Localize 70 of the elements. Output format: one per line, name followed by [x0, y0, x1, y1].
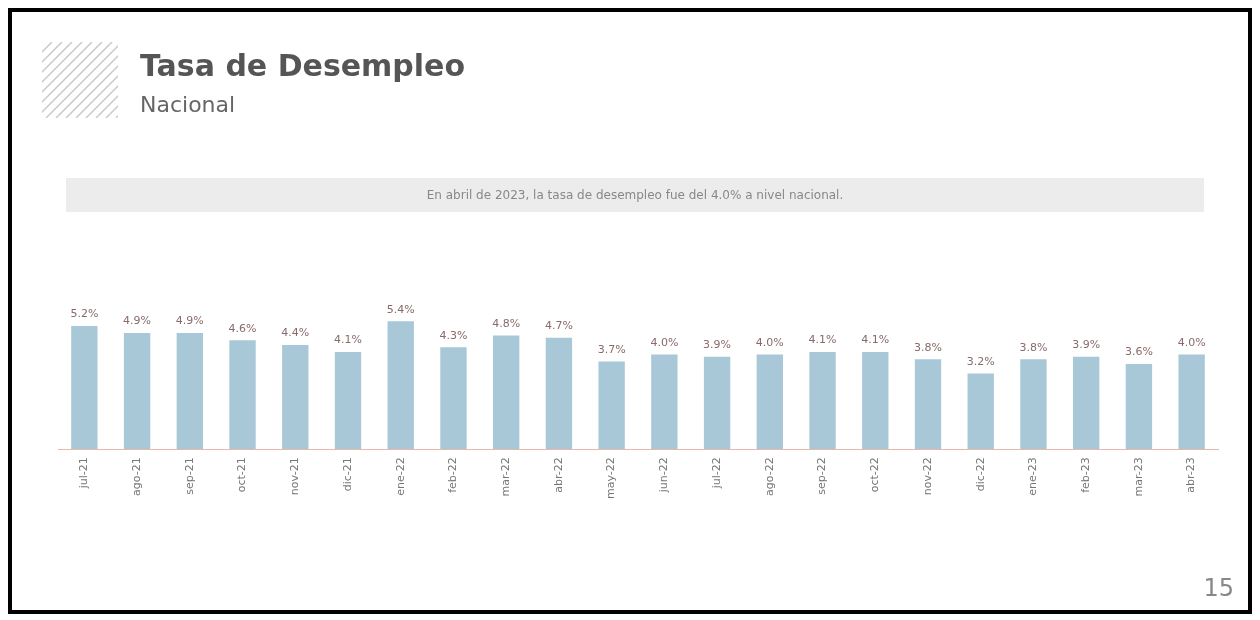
chart-subtitle: Nacional	[140, 92, 236, 117]
x-tick-label: ago-21	[129, 457, 143, 496]
data-label: 3.9%	[1072, 338, 1101, 352]
bar	[862, 352, 889, 450]
bar	[176, 333, 203, 450]
x-tick-label: mar-22	[499, 457, 513, 497]
bar	[440, 347, 467, 450]
data-label: 4.6%	[228, 321, 257, 335]
text: En abril de 2023, la tasa de desempleo fue del 4.0% a nivel nacional.	[66, 178, 1204, 212]
bar	[123, 333, 151, 450]
data-label: 4.0%	[650, 335, 679, 349]
data-label: 5.4%	[386, 302, 415, 316]
chart-title: Tasa de Desempleo	[140, 48, 466, 83]
x-tick-label: oct-22	[868, 457, 882, 493]
x-tick-label: ene-22	[393, 457, 407, 496]
x-tick-label: feb-22	[446, 457, 460, 493]
bar	[387, 321, 414, 450]
bar	[703, 356, 731, 450]
x-tick-label: jun-22	[657, 457, 671, 494]
data-label: 3.2%	[966, 354, 995, 368]
bar	[809, 352, 836, 450]
bar	[967, 373, 994, 450]
bar	[71, 325, 98, 450]
bar	[1178, 354, 1205, 450]
bar	[914, 359, 942, 450]
x-tick-label: nov-22	[920, 457, 934, 496]
x-tick-label: sep-21	[182, 457, 196, 495]
text: 15	[1203, 574, 1234, 602]
data-label: 3.8%	[1019, 340, 1048, 354]
x-tick-label: dic-22	[973, 457, 987, 492]
bar	[651, 354, 678, 450]
bar	[282, 344, 309, 450]
x-tick-label: abr-23	[1184, 457, 1198, 493]
data-label: 3.8%	[914, 340, 942, 354]
bar	[334, 352, 362, 450]
data-label: 4.1%	[861, 333, 890, 347]
x-tick-label: dic-21	[340, 457, 354, 492]
x-tick-label: jul-21	[77, 457, 91, 490]
bar	[598, 361, 625, 450]
data-label: 4.4%	[281, 326, 310, 340]
bar	[493, 335, 520, 450]
data-label: 3.6%	[1124, 345, 1153, 359]
data-label: 4.3%	[439, 328, 468, 342]
x-tick-label: oct-21	[235, 457, 249, 493]
data-label: 5.2%	[70, 307, 99, 321]
bar	[229, 340, 256, 450]
data-label: 4.0%	[1177, 335, 1206, 349]
x-tick-label: nov-21	[288, 457, 302, 496]
x-tick-label: feb-23	[1079, 457, 1093, 493]
bar	[1125, 363, 1153, 450]
data-label: 3.7%	[597, 342, 626, 356]
data-label: 4.9%	[123, 314, 152, 328]
bar	[545, 337, 573, 450]
data-label: 4.1%	[808, 333, 837, 347]
x-tick-label: ago-22	[762, 457, 776, 496]
bar	[1020, 359, 1047, 450]
data-label: 4.8%	[492, 316, 521, 330]
x-tick-label: abr-22	[551, 457, 565, 493]
x-tick-label: jul-22	[709, 457, 723, 490]
data-label: 4.9%	[175, 314, 204, 328]
x-tick-label: sep-22	[815, 457, 829, 495]
bar	[1073, 356, 1100, 450]
data-label: 4.7%	[544, 319, 573, 333]
data-label: 3.9%	[703, 338, 732, 352]
x-tick-label: ene-23	[1026, 457, 1040, 496]
x-tick-label: mar-23	[1131, 457, 1145, 497]
data-label: 4.0%	[755, 335, 784, 349]
data-label: 4.1%	[334, 333, 362, 347]
bar	[756, 354, 783, 450]
x-tick-label: may-22	[604, 457, 618, 500]
